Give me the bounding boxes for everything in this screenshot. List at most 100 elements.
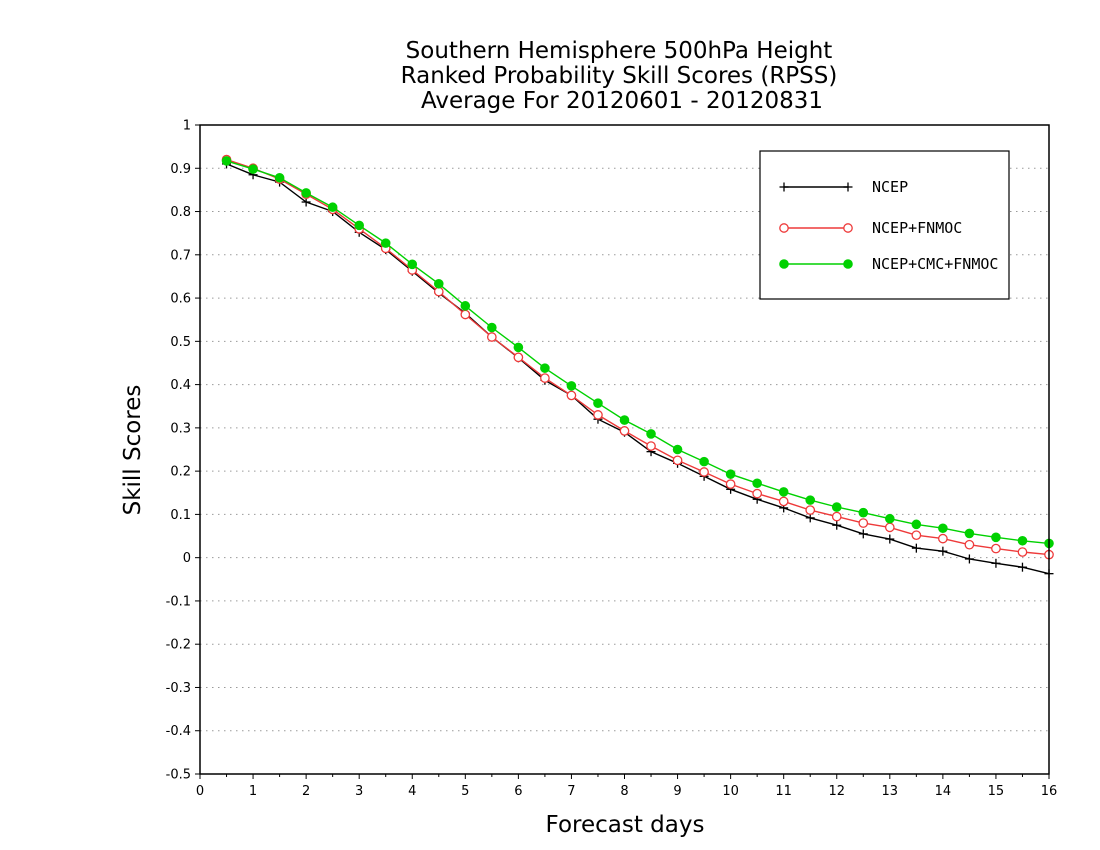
data-point-ncep-cmc-fnmoc — [274, 172, 285, 183]
data-point-ncep-fnmoc — [991, 543, 1001, 554]
x-tick-label: 8 — [620, 784, 628, 799]
x-tick-label: 3 — [355, 784, 363, 799]
data-point-ncep-fnmoc — [619, 426, 630, 436]
data-point-ncep-cmc-fnmoc — [805, 495, 816, 505]
y-tick-label: 0 — [183, 551, 191, 566]
data-point-ncep-fnmoc — [566, 390, 577, 401]
data-point-ncep-cmc-fnmoc — [221, 156, 232, 166]
data-point-ncep-cmc-fnmoc — [301, 188, 311, 198]
data-point-ncep-fnmoc — [752, 488, 763, 499]
y-tick-label: -0.3 — [166, 681, 191, 696]
data-point-ncep-cmc-fnmoc — [858, 507, 869, 518]
x-tick-label: 13 — [882, 784, 899, 799]
series-layer — [221, 154, 1054, 579]
data-point-ncep-cmc-fnmoc — [593, 398, 603, 409]
data-point-ncep — [858, 529, 868, 539]
x-tick-label: 11 — [775, 784, 792, 799]
data-point-ncep — [938, 546, 948, 556]
x-tick-label: 6 — [514, 784, 522, 799]
y-tick-label: 0.4 — [170, 378, 191, 393]
data-point-ncep-fnmoc — [699, 467, 709, 477]
data-point-ncep-cmc-fnmoc — [487, 322, 497, 333]
chart-title-line-1: Southern Hemisphere 500hPa Height — [406, 38, 833, 64]
legend-marker — [779, 223, 789, 233]
legend-label: NCEP — [872, 178, 908, 196]
y-tick-label: 0.9 — [170, 162, 191, 177]
legend-item-ncep-fnmoc: NCEP+FNMOC — [779, 219, 962, 237]
y-tick-label: 0.1 — [170, 508, 191, 523]
x-tick-label: 16 — [1041, 784, 1058, 799]
data-point-ncep-fnmoc — [433, 286, 444, 297]
data-point-ncep-fnmoc — [884, 522, 895, 533]
data-point-ncep-cmc-fnmoc — [380, 238, 391, 248]
data-point-ncep-fnmoc — [858, 518, 869, 528]
legend-label: NCEP+CMC+FNMOC — [872, 255, 998, 273]
data-point-ncep-cmc-fnmoc — [354, 220, 364, 231]
data-point-ncep-fnmoc — [486, 332, 497, 342]
data-point-ncep-cmc-fnmoc — [752, 478, 762, 489]
y-tick-label: 0.6 — [170, 292, 191, 307]
data-point-ncep-cmc-fnmoc — [672, 444, 683, 455]
data-point-ncep-fnmoc — [540, 373, 550, 383]
chart-title-line-2: Ranked Probability Skill Scores (RPSS) — [401, 63, 838, 89]
data-point-ncep — [991, 558, 1001, 568]
x-tick-label: 4 — [408, 784, 416, 799]
data-point-ncep-fnmoc — [964, 539, 975, 550]
x-axis-title: Forecast days — [546, 812, 705, 838]
data-point-ncep-cmc-fnmoc — [619, 415, 630, 425]
data-point-ncep-cmc-fnmoc — [248, 164, 258, 174]
axis-ticks: 1 0.9 0.8 0.7 0.6 0.5 0.4 0.3 0.2 0.1 0 -0.1 -0.2 -0.… — [166, 119, 1058, 800]
x-tick-label: 5 — [461, 784, 469, 799]
legend-label: NCEP+FNMOC — [872, 219, 962, 237]
data-point-ncep — [885, 534, 895, 544]
data-point-ncep-fnmoc — [593, 410, 603, 420]
data-point-ncep-fnmoc — [778, 496, 789, 507]
y-tick-label: -0.5 — [166, 768, 191, 783]
data-point-ncep-cmc-fnmoc — [831, 502, 842, 512]
data-point-ncep-cmc-fnmoc — [778, 487, 789, 497]
data-point-ncep — [964, 554, 974, 564]
x-tick-label: 12 — [828, 784, 845, 799]
data-point-ncep — [911, 543, 921, 553]
chart-title: Southern Hemisphere 500hPa Height Ranked… — [401, 38, 838, 114]
data-point-ncep-fnmoc — [805, 505, 816, 515]
x-tick-label: 0 — [196, 784, 204, 799]
data-point-ncep-cmc-fnmoc — [911, 519, 922, 530]
y-tick-label: 0.3 — [170, 421, 191, 436]
y-tick-label: -0.1 — [166, 594, 191, 609]
data-point-ncep-cmc-fnmoc — [1017, 535, 1028, 546]
data-point-ncep-cmc-fnmoc — [646, 429, 656, 439]
series-ncep-cmc-fnmoc — [221, 156, 1054, 549]
data-point-ncep-cmc-fnmoc — [460, 301, 471, 311]
data-point-ncep — [832, 520, 842, 530]
x-tick-label: 14 — [935, 784, 952, 799]
data-point-ncep-fnmoc — [725, 479, 736, 489]
data-point-ncep-fnmoc — [646, 441, 656, 451]
data-point-ncep-fnmoc — [672, 455, 683, 466]
data-point-ncep-cmc-fnmoc — [513, 342, 524, 353]
y-tick-label: 0.7 — [170, 248, 191, 263]
legend-box — [759, 150, 1010, 300]
data-point-ncep-cmc-fnmoc — [327, 202, 338, 213]
y-tick-label: 1 — [183, 119, 191, 134]
data-point-ncep-fnmoc — [911, 530, 922, 541]
data-point-ncep-fnmoc — [1017, 547, 1028, 557]
data-point-ncep-cmc-fnmoc — [566, 381, 577, 391]
data-point-ncep-cmc-fnmoc — [407, 259, 418, 270]
data-point-ncep-cmc-fnmoc — [699, 456, 709, 467]
data-point-ncep-cmc-fnmoc — [540, 363, 550, 373]
data-point-ncep-cmc-fnmoc — [433, 278, 444, 289]
data-point-ncep-fnmoc — [513, 352, 524, 363]
legend-item-ncep: NCEP — [779, 178, 908, 196]
data-point-ncep-cmc-fnmoc — [991, 532, 1001, 543]
legend-marker — [843, 182, 853, 192]
legend: NCEP NCEP+FNMOC NCEP+CMC+FNMOC — [759, 150, 1010, 300]
x-tick-label: 9 — [673, 784, 681, 799]
data-point-ncep-fnmoc — [460, 309, 471, 320]
data-point-ncep-fnmoc — [938, 533, 948, 544]
legend-marker — [843, 259, 853, 269]
y-tick-label: 0.2 — [170, 465, 191, 480]
data-point-ncep-cmc-fnmoc — [938, 523, 948, 534]
data-point-ncep — [1017, 562, 1027, 572]
